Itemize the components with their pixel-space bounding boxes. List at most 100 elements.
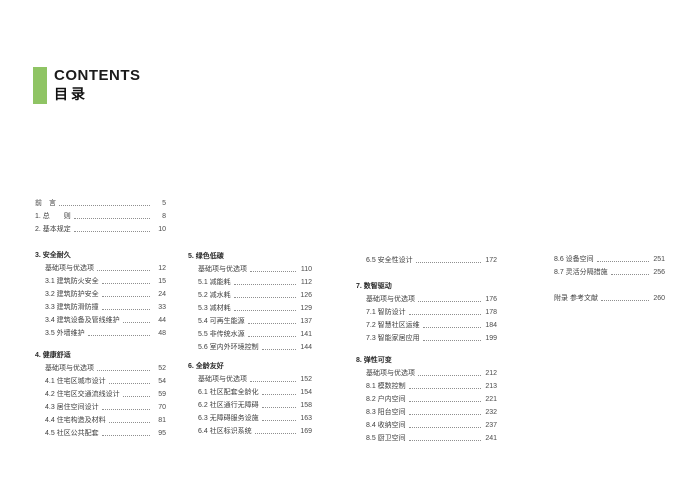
- toc-entry-page: 152: [300, 376, 312, 383]
- dot-leader: [106, 414, 153, 427]
- toc-entry: 6.5 安全性设计 172: [356, 254, 497, 267]
- toc-block: 5. 绿色低碳基础项与优选项 110 5.1 减能耗 112 5.2 减水耗 126 5.3…: [188, 250, 312, 354]
- toc-entry-label: 5.1 减能耗: [198, 279, 231, 286]
- dot-leader: [259, 341, 299, 354]
- toc-block: 4. 健康舒适 基础项与优选项 52 4.1 住宅区城市设计 54 4.2 住宅区交通流线…: [35, 349, 166, 440]
- dot-leader: [406, 406, 484, 419]
- toc-entry-label: 3.1 建筑防火安全: [45, 278, 99, 285]
- dot-leader: [120, 314, 153, 327]
- toc-entry-page: 241: [485, 435, 497, 442]
- toc-entry: 附录 参考文献 260: [554, 292, 665, 305]
- toc-entry-label: 基础项与优选项: [45, 265, 94, 272]
- toc-entry-page: 129: [300, 305, 312, 312]
- toc-entry-label: 基础项与优选项: [366, 370, 415, 377]
- toc-entry-page: 178: [485, 309, 497, 316]
- toc-entry-page: 169: [300, 428, 312, 435]
- dot-leader: [71, 210, 153, 223]
- toc-block: 8.6 设备空间 251 8.7 灵活分隔措施 256: [554, 253, 665, 279]
- dot-leader: [594, 253, 652, 266]
- contents-title-zh: 目录: [54, 86, 88, 102]
- toc-entry-page: 95: [158, 430, 166, 437]
- toc-section-heading: 5. 绿色低碳: [188, 253, 224, 260]
- toc-section-heading: 3. 安全耐久: [35, 252, 71, 259]
- dot-leader: [415, 293, 484, 306]
- toc-entry: 基础项与优选项 110: [188, 263, 312, 276]
- toc-entry-label: 8.5 厨卫空间: [366, 435, 406, 442]
- toc-entry: 5.5 非传统水源 141: [188, 328, 312, 341]
- toc-entry-page: 256: [653, 269, 665, 276]
- toc-entry-page: 213: [485, 383, 497, 390]
- toc-block: 3. 安全耐久基础项与优选项 12 3.1 建筑防火安全 15 3.2 建筑防护安全 24…: [35, 249, 166, 340]
- toc-entry: 基础项与优选项 52: [35, 362, 166, 375]
- toc-entry: 3.4 建筑设备及管线维护 44: [35, 314, 166, 327]
- dot-leader: [56, 197, 153, 210]
- dot-leader: [99, 275, 153, 288]
- toc-entry: 5.3 减材耗 129: [188, 302, 312, 315]
- toc-entry-page: 52: [158, 365, 166, 372]
- toc-entry: 5.2 减水耗 126: [188, 289, 312, 302]
- toc-entry-label: 6.4 社区标识系统: [198, 428, 252, 435]
- toc-entry-page: 33: [158, 304, 166, 311]
- dot-leader: [406, 393, 484, 406]
- toc-block: 6. 全龄友好 基础项与优选项 152 6.1 社区配套全龄化 154 6.2 社区通行无…: [188, 360, 312, 438]
- toc-entry-label: 8.3 阳台空间: [366, 409, 406, 416]
- dot-leader: [420, 332, 484, 345]
- toc-entry-page: 158: [300, 402, 312, 409]
- toc-block: 8. 弹性可变 基础项与优选项 212 8.1 模数控制 213 8.2 户内空间 221 8…: [356, 354, 497, 445]
- toc-entry-page: 212: [485, 370, 497, 377]
- dot-leader: [259, 399, 299, 412]
- toc-entry-label: 基础项与优选项: [45, 365, 94, 372]
- toc-entry-label: 3.3 建筑防滑防撞: [45, 304, 99, 311]
- dot-leader: [120, 388, 153, 401]
- toc-entry: 3.5 外墙维护 48: [35, 327, 166, 340]
- toc-column-2: 5. 绿色低碳基础项与优选项 110 5.1 减能耗 112 5.2 减水耗 126 5.3…: [188, 250, 312, 438]
- toc-entry: 4.5 社区公共配套 95: [35, 427, 166, 440]
- toc-entry-label: 3.2 建筑防护安全: [45, 291, 99, 298]
- dot-leader: [406, 432, 484, 445]
- toc-entry-page: 112: [300, 279, 312, 286]
- toc-entry-page: 144: [300, 344, 312, 351]
- toc-section-heading: 6. 全龄友好: [188, 363, 224, 370]
- toc-entry-label: 基础项与优选项: [198, 266, 247, 273]
- toc-entry-label: 2. 基本规定: [35, 226, 71, 233]
- toc-entry-label: 6.1 社区配套全龄化: [198, 389, 259, 396]
- toc-entry: 前 言 5: [35, 197, 166, 210]
- toc-entry-label: 7.3 智能家居应用: [366, 335, 420, 342]
- dot-leader: [85, 327, 153, 340]
- toc-entry: 4.1 住宅区城市设计 54: [35, 375, 166, 388]
- dot-leader: [406, 419, 484, 432]
- toc-entry-label: 1. 总 则: [35, 213, 71, 220]
- toc-entry: 8.3 阳台空间 232: [356, 406, 497, 419]
- toc-column-1: 前 言 5 1. 总 则 8 2. 基本规定 10 3. 安全耐久 基础项与优选项 12 3.1 …: [35, 197, 166, 440]
- dot-leader: [259, 412, 299, 425]
- toc-entry: 3.1 建筑防火安全 15: [35, 275, 166, 288]
- toc-entry: 3.2 建筑防护安全 24: [35, 288, 166, 301]
- toc-entry-label: 基础项与优选项: [198, 376, 247, 383]
- toc-entry-page: 81: [158, 417, 166, 424]
- toc-block: 7. 数智驱动 基础项与优选项 176 7.1 智防设计 178 7.2 智慧社区运维 18…: [356, 280, 497, 345]
- toc-entry: 基础项与优选项 12: [35, 262, 166, 275]
- toc-entry-page: 232: [485, 409, 497, 416]
- toc-entry-label: 4.2 住宅区交通流线设计: [45, 391, 120, 398]
- toc-entry-label: 5.5 非传统水源: [198, 331, 245, 338]
- toc-entry-label: 附录 参考文献: [554, 295, 598, 302]
- toc-entry-page: 48: [158, 330, 166, 337]
- toc-entry-page: 251: [653, 256, 665, 263]
- dot-leader: [99, 301, 153, 314]
- dot-leader: [259, 386, 299, 399]
- toc-entry-page: 24: [158, 291, 166, 298]
- toc-entry: 基础项与优选项 152: [188, 373, 312, 386]
- toc-entry-page: 44: [158, 317, 166, 324]
- dot-leader: [598, 292, 652, 305]
- toc-entry-page: 12: [158, 265, 166, 272]
- accent-bar: [33, 67, 47, 104]
- toc-entry-label: 8.1 模数控制: [366, 383, 406, 390]
- toc-entry: 4.4 住宅构造及材料 81: [35, 414, 166, 427]
- toc-entry-page: 10: [158, 226, 166, 233]
- toc-entry: 5.6 室内外环境控制 144: [188, 341, 312, 354]
- page-header: CONTENTS 目录: [33, 67, 141, 104]
- toc-entry-label: 8.2 户内空间: [366, 396, 406, 403]
- dot-leader: [245, 315, 299, 328]
- toc-entry-label: 7.2 智慧社区运维: [366, 322, 420, 329]
